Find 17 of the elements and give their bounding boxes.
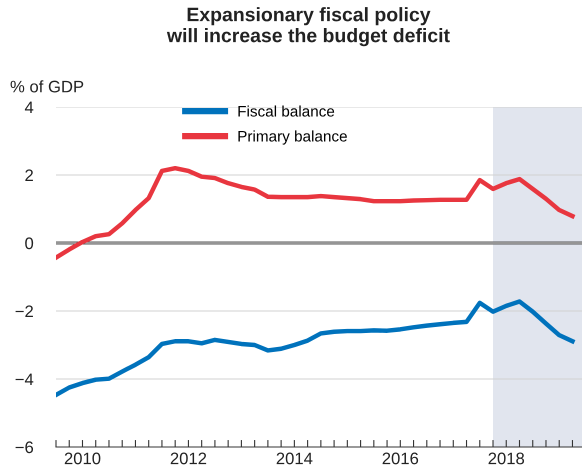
y-tick-label: −4 bbox=[16, 374, 34, 386]
line-series bbox=[56, 299, 575, 398]
y-tick-label: 4 bbox=[24, 102, 34, 114]
legend-label: Primary balance bbox=[238, 130, 347, 145]
chart-title: Expansionary fiscal policy will increase the budget deficit bbox=[166, 7, 450, 46]
x-tick-label: 2012 bbox=[170, 452, 206, 464]
y-tick-label: −2 bbox=[16, 305, 33, 318]
x-tick-label: 2018 bbox=[488, 452, 524, 464]
legend-label: Fiscal balance bbox=[238, 105, 334, 117]
x-tick-label: 2010 bbox=[64, 452, 100, 464]
y-tick-label: −6 bbox=[16, 441, 34, 454]
line-series bbox=[56, 166, 575, 260]
x-tick-label: 2014 bbox=[276, 452, 312, 464]
y-tick-label: 0 bbox=[25, 237, 34, 250]
x-tick-label: 2016 bbox=[382, 452, 418, 464]
y-axis-title: % of GDP bbox=[10, 80, 84, 92]
y-tick-label: 2 bbox=[25, 169, 33, 182]
